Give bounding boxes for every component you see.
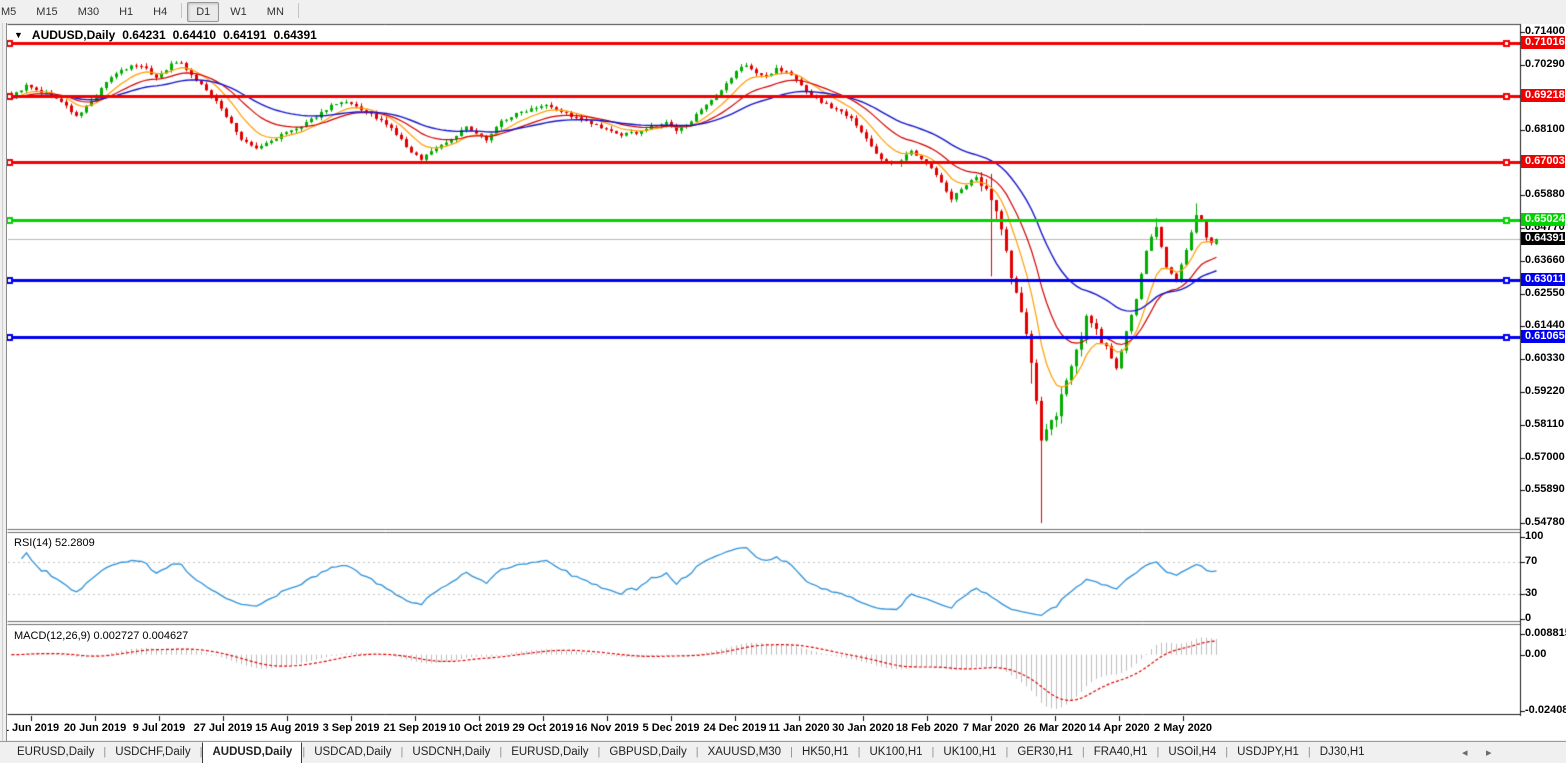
chart-tab-uk100-h1[interactable]: UK100,H1 (943, 746, 997, 758)
chart-tab-audusd-daily[interactable]: AUDUSD,Daily (202, 742, 303, 763)
ohlc-close: 0.64391 (273, 28, 317, 42)
chart-tab-dj30-h1[interactable]: DJ30,H1 (1319, 746, 1365, 758)
price-axis-tick-label: 0.58110 (1525, 417, 1565, 430)
macd-values: 0.002727 0.004627 (93, 630, 189, 642)
tab-scroll-right-icon[interactable]: ▸ (1486, 747, 1492, 759)
chart-dropdown-icon[interactable]: ▼ (14, 30, 23, 40)
chart-tab-usdcad-daily[interactable]: USDCAD,Daily (314, 746, 392, 758)
rsi-indicator-label: RSI(14) 52.2809 (14, 537, 95, 549)
rsi-value: 52.2809 (54, 537, 95, 549)
date-axis-label: 2 May 2020 (1153, 722, 1213, 734)
tab-separator: | (857, 746, 861, 758)
chart-tab-uk100-h1[interactable]: UK100,H1 (869, 746, 923, 758)
chart-tab-eurusd-daily[interactable]: EURUSD,Daily (17, 746, 95, 758)
price-axis-tick-label: 0.62550 (1525, 286, 1565, 299)
price-axis-tick-label: 0.55890 (1525, 483, 1565, 496)
price-axis-tick-label: 0.54780 (1525, 516, 1565, 529)
chart-tab-eurusd-daily[interactable]: EURUSD,Daily (511, 746, 589, 758)
chart-tab-usdcnh-daily[interactable]: USDCNH,Daily (412, 746, 491, 758)
date-axis-label: 11 Jan 2020 (768, 722, 830, 734)
hline-price-label: 0.61065 (1521, 330, 1565, 344)
date-axis-label: 24 Dec 2019 (703, 722, 767, 734)
chart-tab-usdchf-daily[interactable]: USDCHF,Daily (115, 746, 191, 758)
chart-tab-bar: EURUSD,Daily | USDCHF,Daily | AUDUSD,Daily | U… (0, 741, 1566, 763)
tab-separator: | (931, 746, 935, 758)
chart-tab-fra40-h1[interactable]: FRA40,H1 (1093, 746, 1148, 758)
date-axis-label: 14 Apr 2020 (1088, 722, 1150, 734)
tab-separator: | (199, 746, 203, 758)
tab-separator: | (1225, 746, 1229, 758)
date-axis-label: 29 Oct 2019 (512, 722, 574, 734)
date-axis-label: 21 Sep 2019 (383, 722, 447, 734)
date-axis-label: 18 Feb 2020 (895, 722, 959, 734)
tab-separator: | (1156, 746, 1160, 758)
chart-tab-usoil-h4[interactable]: USOil,H4 (1168, 746, 1217, 758)
chart-tab-hk50-h1[interactable]: HK50,H1 (801, 746, 849, 758)
price-axis-tick-label: 0.68100 (1525, 122, 1565, 135)
tab-separator: | (103, 746, 107, 758)
date-axis-label: 16 Nov 2019 (575, 722, 639, 734)
date-axis-label: 20 Jun 2019 (63, 722, 127, 734)
chart-title: ▼ AUDUSD,Daily 0.64231 0.64410 0.64191 0.6439… (14, 28, 317, 42)
date-axis-label: 1 Jun 2019 (2, 722, 60, 734)
chart-tab-xauusd-m30[interactable]: XAUUSD,M30 (707, 746, 782, 758)
date-axis-label: 30 Jan 2020 (832, 722, 894, 734)
hline-price-label: 0.67003 (1521, 154, 1565, 168)
rsi-name: RSI(14) (14, 537, 52, 549)
macd-indicator-label: MACD(12,26,9) 0.002727 0.004627 (14, 630, 188, 642)
rsi-axis-tick-label: 70 (1525, 554, 1538, 567)
hline-price-label: 0.65024 (1521, 213, 1565, 227)
chart-tab-usdjpy-h1[interactable]: USDJPY,H1 (1237, 746, 1299, 758)
ohlc-open: 0.64231 (122, 28, 166, 42)
chart-tab-gbpusd-daily[interactable]: GBPUSD,Daily (609, 746, 687, 758)
tab-separator: | (1081, 746, 1085, 758)
tab-separator: | (1307, 746, 1311, 758)
date-axis-label: 10 Oct 2019 (448, 722, 510, 734)
date-axis-label: 15 Aug 2019 (255, 722, 319, 734)
macd-name: MACD(12,26,9) (14, 630, 91, 642)
tab-scroll-left-icon[interactable]: ◂ (1462, 747, 1468, 759)
window-left-edge (0, 23, 7, 763)
tab-separator: | (302, 746, 306, 758)
price-axis-tick-label: 0.57000 (1525, 450, 1565, 463)
tab-separator: | (1005, 746, 1009, 758)
macd-axis-tick-label: 0.00 (1525, 647, 1547, 660)
current-price-label: 0.64391 (1521, 232, 1565, 246)
date-axis-label: 5 Dec 2019 (642, 722, 700, 734)
macd-axis-tick-label: 0.008815 (1525, 627, 1566, 639)
rsi-axis-tick-label: 0 (1525, 612, 1532, 624)
price-axis-tick-label: 0.63660 (1525, 253, 1565, 266)
hline-price-label: 0.63011 (1521, 272, 1565, 286)
tab-separator: | (499, 746, 503, 758)
date-axis-label: 9 Jul 2019 (132, 722, 186, 734)
date-axis-label: 7 Mar 2020 (962, 722, 1020, 734)
macd-axis-tick-label: -0.024082 (1525, 704, 1566, 717)
rsi-axis-tick-label: 30 (1525, 587, 1538, 600)
price-axis-tick-label: 0.65880 (1525, 188, 1565, 201)
tab-separator: | (400, 746, 404, 758)
chart-tab-ger30-h1[interactable]: GER30,H1 (1017, 746, 1073, 758)
date-axis-label: 26 Mar 2020 (1023, 722, 1087, 734)
ohlc-high: 0.64410 (172, 28, 217, 42)
rsi-axis-tick-label: 100 (1525, 530, 1544, 542)
price-axis-tick-label: 0.71400 (1525, 25, 1565, 37)
date-axis-label: 27 Jul 2019 (193, 722, 253, 734)
price-axis-tick-label: 0.60330 (1525, 352, 1565, 365)
price-axis-tick-label: 0.70290 (1525, 57, 1565, 70)
tab-separator: | (790, 746, 793, 758)
date-axis-label: 3 Sep 2019 (322, 722, 380, 734)
hline-price-label: 0.69218 (1521, 89, 1565, 103)
chart-symbol-label: AUDUSD,Daily (31, 28, 116, 42)
hline-price-label: 0.71016 (1521, 36, 1565, 50)
ohlc-low: 0.64191 (223, 28, 267, 42)
price-axis-tick-label: 0.59220 (1525, 384, 1565, 397)
tab-separator: | (597, 746, 601, 758)
price-axis-tick-label: 0.61440 (1525, 319, 1565, 332)
tab-separator: | (695, 746, 699, 758)
